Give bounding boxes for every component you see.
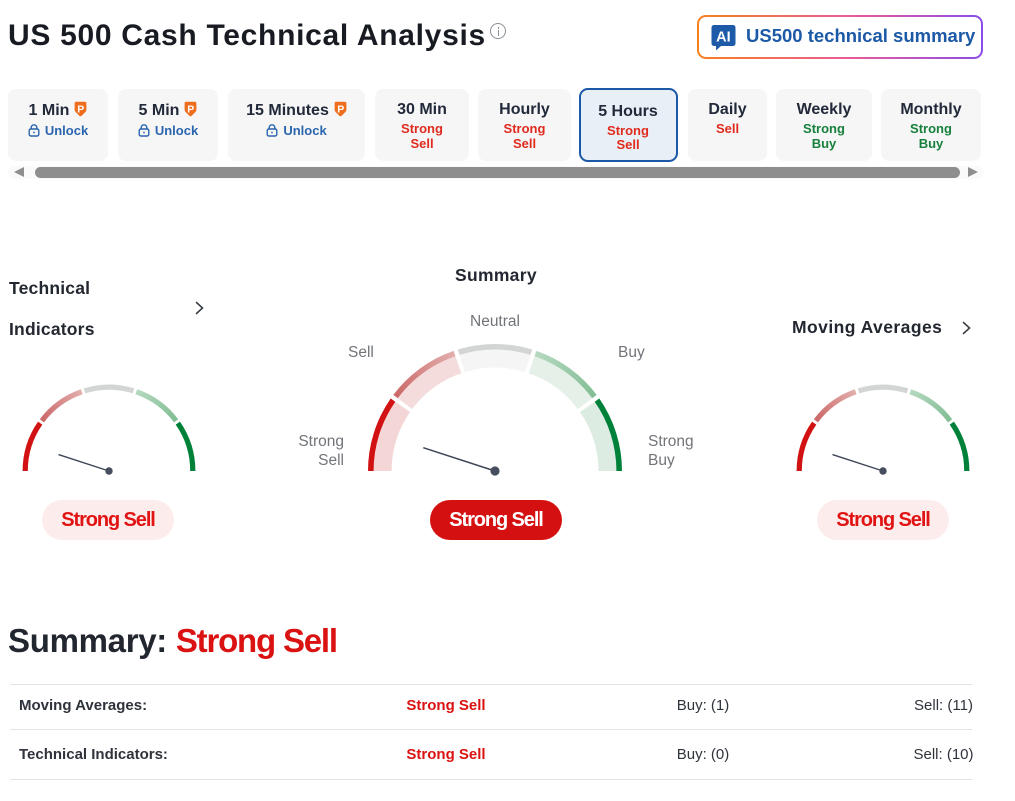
svg-text:P: P: [337, 104, 344, 116]
svg-text:AI: AI: [716, 29, 731, 45]
svg-text:P: P: [188, 104, 195, 116]
svg-text:P: P: [78, 104, 85, 116]
